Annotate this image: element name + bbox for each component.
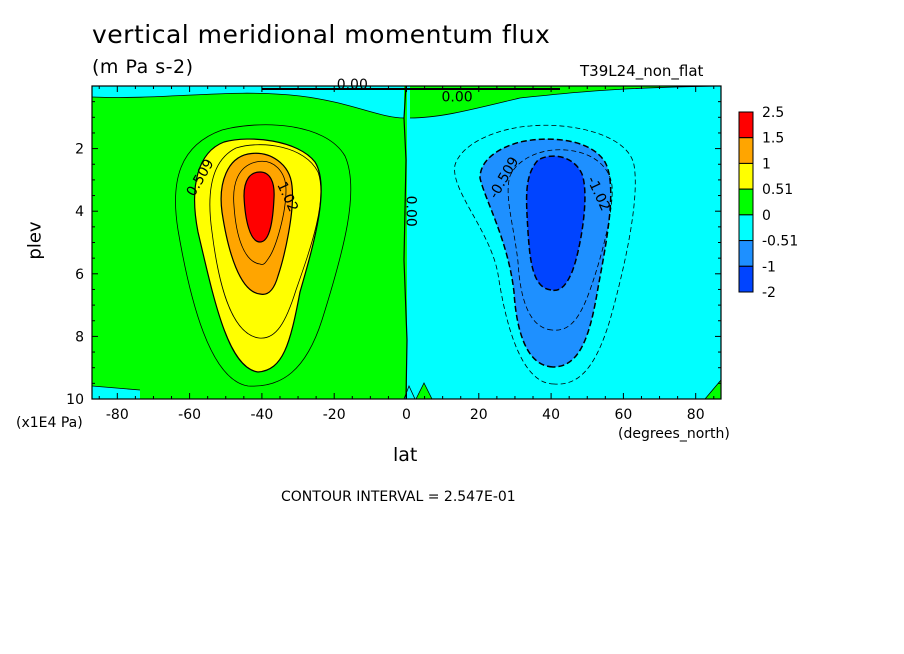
- x-axis-label: lat: [393, 444, 418, 466]
- zero-contour-edges: [92, 379, 721, 399]
- shaded-field: [92, 86, 721, 399]
- nh-top-band: [410, 86, 721, 118]
- contour-interval: CONTOUR INTERVAL = 2.547E-01: [281, 489, 516, 505]
- sh-contour-1.27: [233, 160, 287, 265]
- colorbar-swatch: [738, 162, 754, 190]
- contour-label: 0.00: [337, 77, 368, 93]
- colorbar-swatch: [738, 111, 754, 139]
- x-axis-units: (degrees_north): [618, 426, 730, 442]
- colorbar-label: 0.51: [762, 182, 793, 198]
- nh-bottom-notch: [416, 383, 432, 399]
- colorbar-swatch: [738, 265, 754, 293]
- colorbar-swatch: [738, 240, 754, 267]
- nh-contour-0.25: [454, 124, 636, 385]
- zero-contour-top: [92, 86, 721, 119]
- colorbar-label: -0.51: [762, 234, 798, 250]
- y-tick-label: 6: [75, 267, 84, 283]
- sh-contour-0.25: [175, 124, 352, 387]
- nh-contour-1.0: [525, 155, 586, 292]
- x-axis: -80 -60 -40 -20 0 20 40 60 80: [98, 86, 715, 423]
- colorbar-swatch: [738, 188, 754, 216]
- colorbar-label: -1: [762, 259, 776, 275]
- sh-contour-1.5: [243, 171, 275, 243]
- chart-units: (m Pa s-2): [92, 56, 194, 78]
- sh-contour-0.76: [209, 144, 322, 339]
- colorbar-label: 1: [762, 156, 771, 172]
- colorbar-label: -2: [762, 285, 776, 301]
- x-tick-label: -60: [178, 407, 201, 423]
- x-tick-label: -40: [250, 407, 273, 423]
- x-tick-label: 20: [470, 407, 488, 423]
- x-tick-label: 0: [402, 407, 411, 423]
- colorbar-swatch: [738, 137, 754, 164]
- y-axis: 2 4 6 8 10: [66, 101, 721, 408]
- colorbar-label: 1.5: [762, 131, 784, 147]
- y-tick-label: 10: [66, 392, 84, 408]
- nh-contour-0.76: [507, 149, 613, 331]
- colorbar-swatch: [738, 214, 754, 242]
- y-axis-label: plev: [24, 221, 46, 260]
- y-tick-label: 2: [75, 142, 84, 158]
- y-axis-units: (x1E4 Pa): [16, 415, 83, 431]
- thin-contours: [92, 86, 721, 399]
- x-tick-label: -80: [106, 407, 129, 423]
- zero-contour: [403, 86, 408, 399]
- y-tick-label: 8: [75, 329, 84, 345]
- contour-label: 0.00: [442, 90, 473, 106]
- x-tick-label: -20: [323, 407, 346, 423]
- x-tick-label: 80: [687, 407, 705, 423]
- colorbar: 2.5 1.5 1 0.51 0 -0.51 -1 -2: [738, 105, 798, 301]
- x-tick-label: 40: [542, 407, 560, 423]
- sh-top-band: [92, 86, 404, 118]
- x-tick-label: 60: [614, 407, 632, 423]
- chart-title: vertical meridional momentum flux: [92, 20, 551, 49]
- y-tick-label: 4: [75, 204, 84, 220]
- run-tag: T39L24_non_flat: [580, 62, 704, 80]
- colorbar-label: 2.5: [762, 105, 784, 121]
- colorbar-label: 0: [762, 208, 771, 224]
- contour-label: 0.00: [403, 196, 419, 227]
